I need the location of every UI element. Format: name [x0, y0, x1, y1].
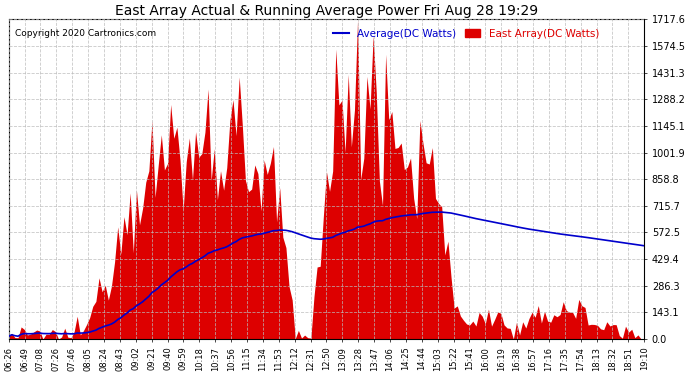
Text: Copyright 2020 Cartronics.com: Copyright 2020 Cartronics.com [15, 29, 156, 38]
Legend: Average(DC Watts), East Array(DC Watts): Average(DC Watts), East Array(DC Watts) [329, 24, 603, 43]
Title: East Array Actual & Running Average Power Fri Aug 28 19:29: East Array Actual & Running Average Powe… [115, 4, 538, 18]
